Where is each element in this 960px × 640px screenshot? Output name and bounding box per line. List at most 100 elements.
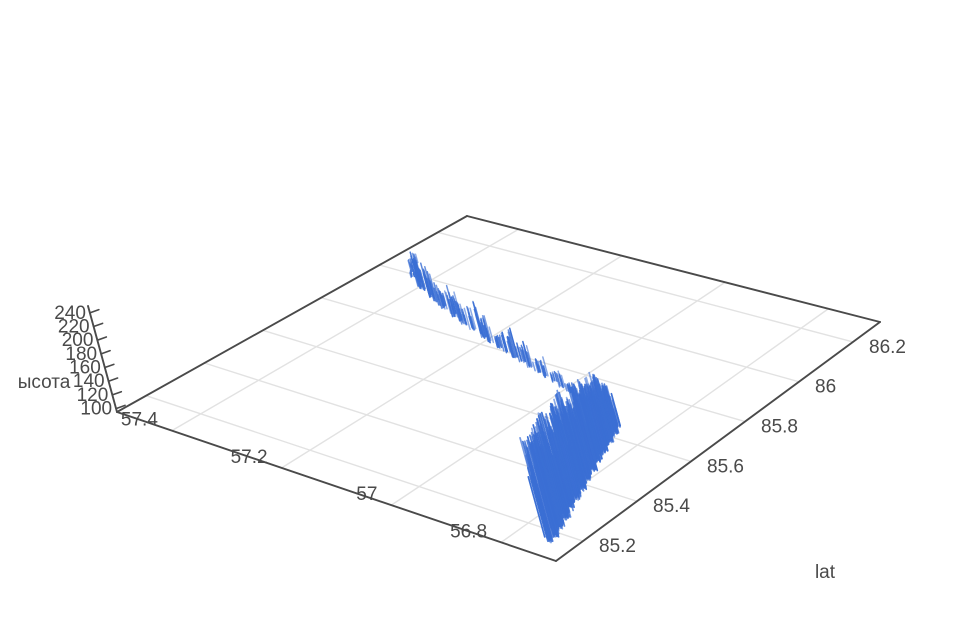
stem-line — [555, 405, 582, 497]
stem-line — [501, 331, 509, 352]
stem-line — [559, 460, 574, 505]
stem-line — [546, 462, 566, 527]
tick-label: 180 — [65, 344, 97, 365]
stem-line — [553, 465, 569, 516]
stem-line — [488, 326, 495, 344]
stem-line — [433, 287, 440, 306]
stem-line — [558, 422, 581, 498]
stem-line — [525, 345, 533, 367]
stem-line — [424, 279, 431, 298]
stem-line — [603, 399, 616, 435]
stem-line — [556, 373, 561, 387]
stem-line — [563, 411, 587, 488]
stem-line — [460, 313, 465, 325]
stem-line — [526, 436, 555, 533]
stem-line — [590, 401, 605, 448]
stem-line — [564, 383, 568, 392]
stem-line — [588, 422, 600, 460]
stem-line — [526, 447, 554, 543]
stem-line — [412, 272, 416, 278]
stem-line — [558, 457, 574, 512]
stem-line — [470, 316, 476, 331]
stem-line — [551, 449, 572, 518]
stem-line — [483, 315, 492, 342]
data-stems — [407, 251, 622, 544]
stem-line — [448, 298, 455, 318]
stem-line — [413, 262, 422, 290]
stem-line — [558, 433, 578, 498]
stem-line — [429, 280, 438, 303]
stem-line — [526, 467, 549, 543]
stem-line — [428, 281, 435, 302]
stem-line — [426, 270, 436, 302]
tick-label: 57.4 — [121, 410, 158, 431]
stem-line — [599, 415, 610, 446]
stem-line — [572, 383, 599, 472]
stem-line — [498, 334, 505, 352]
y-axis-title: lat — [815, 562, 836, 583]
stem-line — [542, 365, 547, 377]
tick-label: 57 — [356, 484, 377, 505]
stem-line — [543, 474, 560, 530]
stem-line — [506, 335, 514, 359]
stem-line — [585, 393, 604, 456]
stem-line — [469, 307, 477, 330]
stem-line — [560, 374, 566, 388]
stem-line — [538, 483, 555, 538]
tick-label: 200 — [62, 330, 94, 351]
stem-line — [539, 359, 546, 378]
stem-line — [554, 451, 571, 506]
stem-line — [543, 446, 565, 519]
stem-line — [407, 259, 413, 273]
stem-line — [553, 370, 558, 382]
stem-line — [496, 334, 501, 347]
stem-line — [585, 376, 607, 452]
stem-line — [575, 387, 598, 464]
stem-line — [607, 396, 620, 434]
stem-line — [437, 288, 445, 309]
stem-line — [534, 453, 559, 535]
stem-line — [532, 361, 536, 372]
tick-label: 140 — [73, 371, 105, 392]
stem-line — [439, 290, 445, 308]
stem-line — [604, 390, 618, 433]
stem-line — [516, 342, 523, 362]
stem-line — [460, 308, 466, 325]
stem-line — [442, 292, 448, 310]
stem-line — [419, 275, 426, 291]
stem-line — [527, 476, 546, 538]
stem-line — [514, 346, 521, 363]
stem-line — [479, 322, 486, 340]
stem-line — [409, 270, 413, 278]
stem-line — [593, 374, 613, 442]
stem-line — [498, 336, 503, 349]
tick-label: 120 — [77, 385, 109, 406]
stem-line — [537, 364, 542, 373]
stem-line — [519, 346, 525, 364]
stem-line — [478, 328, 483, 339]
stem-line — [467, 311, 474, 330]
stem-line — [590, 391, 608, 449]
stem-line — [526, 352, 533, 368]
stem-line — [554, 371, 561, 388]
tick-label: 240 — [54, 303, 86, 324]
stem-line — [599, 399, 612, 441]
stem-line — [534, 361, 539, 374]
stem-line — [447, 298, 454, 318]
stem-line — [451, 303, 456, 316]
stem-line — [542, 356, 549, 377]
stem-line — [557, 473, 571, 518]
stem-line — [414, 253, 419, 264]
stem-line — [416, 267, 424, 290]
stem-line — [575, 411, 593, 470]
stem-line — [531, 435, 560, 535]
stem-line — [550, 374, 554, 382]
tick-label: 220 — [58, 317, 90, 338]
stem-line — [435, 284, 444, 309]
stem-line — [551, 371, 556, 382]
stem-line — [566, 424, 586, 489]
stem-line — [571, 448, 584, 488]
tick-label: 85.2 — [599, 536, 636, 557]
